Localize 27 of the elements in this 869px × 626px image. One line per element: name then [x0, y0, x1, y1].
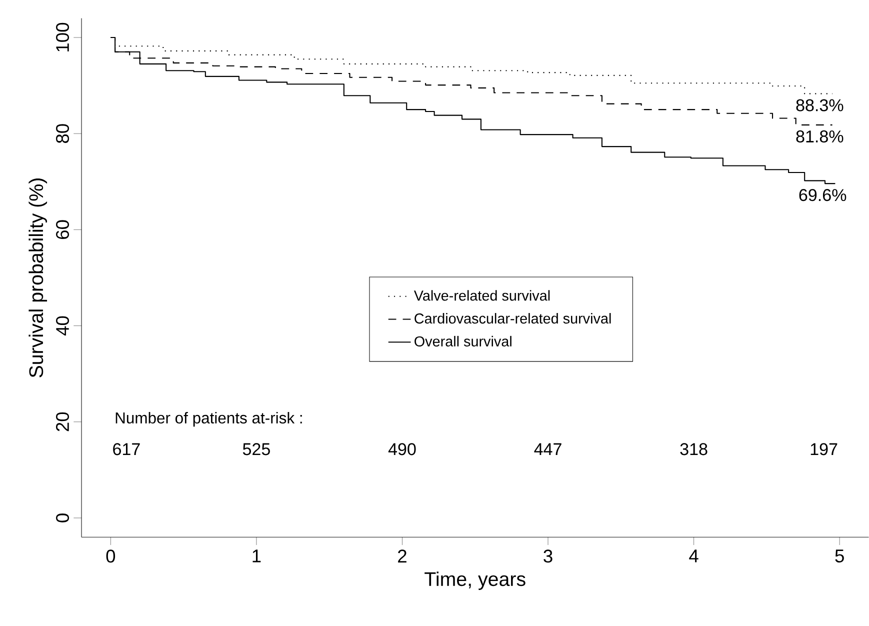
x-tick-label: 0	[106, 550, 116, 563]
annotation: 525	[242, 443, 270, 456]
x-axis-title: Time, years	[424, 572, 526, 590]
y-tick-label: 0	[56, 514, 70, 522]
annotation: 447	[534, 443, 562, 456]
x-tick-label: 1	[252, 550, 261, 562]
y-tick-label: 60	[56, 220, 70, 239]
y-tick-label: 100	[56, 22, 70, 52]
annotation: 318	[680, 443, 708, 456]
legend-label: Cardiovascular-related survival	[414, 313, 611, 324]
legend-label: Valve-related survival	[414, 290, 550, 301]
y-tick-label: 40	[56, 316, 70, 336]
data-label: 88.3%	[796, 99, 844, 112]
annotation: 490	[388, 443, 416, 456]
x-tick-label: 2	[398, 550, 406, 562]
y-axis-title: Survival probability (%)	[28, 178, 48, 378]
x-tick-label: 3	[544, 550, 552, 563]
annotation: 197	[810, 443, 838, 456]
annotation: 617	[113, 443, 140, 456]
data-label: 69.6%	[799, 189, 846, 202]
legend-label: Overall survival	[414, 336, 512, 347]
y-tick-label: 20	[56, 412, 70, 432]
data-label: 81.8%	[796, 130, 844, 142]
x-tick-label: 4	[689, 550, 698, 562]
annotation: Number of patients at-risk :	[116, 412, 302, 427]
y-tick-label: 80	[56, 124, 70, 143]
x-tick-label: 5	[835, 550, 844, 562]
